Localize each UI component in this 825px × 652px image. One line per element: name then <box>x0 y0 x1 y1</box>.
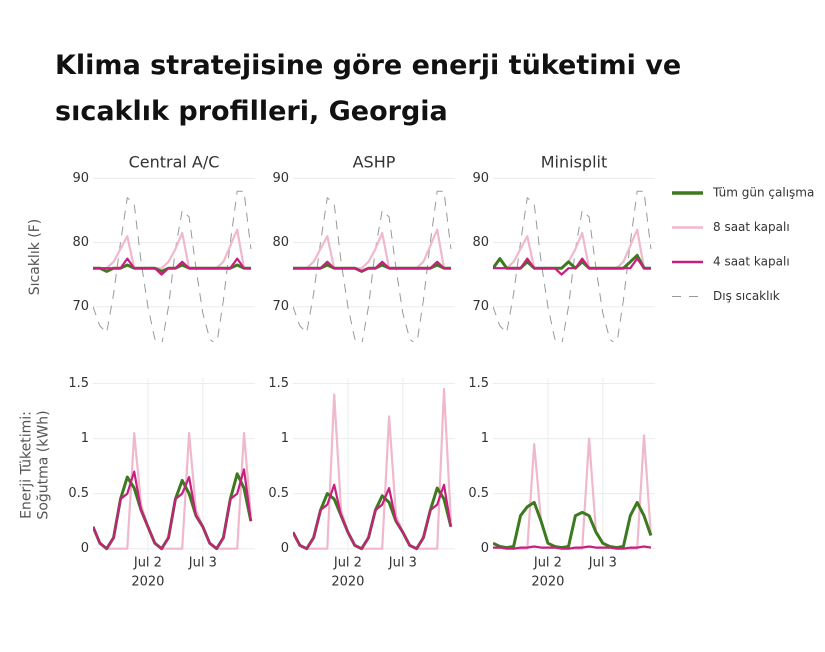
series-line <box>493 228 651 270</box>
series-line <box>493 500 653 550</box>
y-tick-label: 1.5 <box>68 376 89 391</box>
y-tick-label: 0.5 <box>268 486 289 501</box>
y-tick-label: 90 <box>272 171 289 186</box>
x-tick-label: Jul 3 <box>588 556 617 571</box>
series-line <box>93 228 251 270</box>
y-axis-label: Enerji Tüketimi: <box>19 411 35 519</box>
y-axis-label: Soğutma (kWh) <box>36 410 52 519</box>
series-line <box>93 432 252 550</box>
plot-area <box>93 190 252 342</box>
panel-title: Minisplit <box>541 153 608 172</box>
series-line <box>493 545 652 550</box>
series-line <box>293 483 452 550</box>
y-tick-label: 90 <box>472 171 489 186</box>
y-tick-label: 1 <box>281 431 289 446</box>
y-tick-label: 80 <box>472 235 489 250</box>
y-tick-label: 1.5 <box>468 376 489 391</box>
plot-area <box>493 190 652 342</box>
series-line <box>93 468 252 550</box>
series-line <box>293 387 452 550</box>
y-tick-label: 70 <box>472 299 489 314</box>
legend-label: Tüm gün çalışma <box>712 186 814 200</box>
x-year-label: 2020 <box>531 575 564 590</box>
plot-area <box>493 434 653 550</box>
plot-area <box>293 387 453 551</box>
legend-label: 8 saat kapalı <box>713 220 790 234</box>
x-year-label: 2020 <box>131 575 164 590</box>
legend-label: Dış sıcaklık <box>713 289 780 303</box>
plot-area <box>93 432 253 551</box>
x-tick-label: Jul 3 <box>388 556 417 571</box>
y-tick-label: 0.5 <box>68 486 89 501</box>
y-tick-label: 0 <box>481 541 489 556</box>
series-line <box>93 257 251 276</box>
y-tick-label: 0 <box>81 541 89 556</box>
series-line <box>293 260 451 273</box>
x-tick-label: Jul 3 <box>188 556 217 571</box>
y-tick-label: 70 <box>272 299 289 314</box>
y-tick-label: 0 <box>281 541 289 556</box>
y-tick-label: 1 <box>481 431 489 446</box>
page-title: Klima stratejisine göre enerji tüketimi … <box>55 50 681 81</box>
page-title: sıcaklık profilleri, Georgia <box>55 96 448 127</box>
x-tick-label: Jul 2 <box>133 556 162 571</box>
y-tick-label: 0.5 <box>468 486 489 501</box>
plot-area <box>293 190 452 342</box>
y-axis-label: Sıcaklık (F) <box>27 219 43 295</box>
x-tick-label: Jul 2 <box>533 556 562 571</box>
legend-label: 4 saat kapalı <box>713 255 790 269</box>
y-tick-label: 90 <box>72 171 89 186</box>
panel-title: ASHP <box>353 153 396 172</box>
panel-title: Central A/C <box>129 153 220 172</box>
x-tick-label: Jul 2 <box>333 556 362 571</box>
y-tick-label: 1 <box>81 431 89 446</box>
y-tick-label: 70 <box>72 299 89 314</box>
y-tick-label: 80 <box>72 235 89 250</box>
y-tick-label: 80 <box>272 235 289 250</box>
x-year-label: 2020 <box>331 575 364 590</box>
y-tick-label: 1.5 <box>268 376 289 391</box>
series-line <box>493 257 651 276</box>
series-line <box>293 228 451 270</box>
